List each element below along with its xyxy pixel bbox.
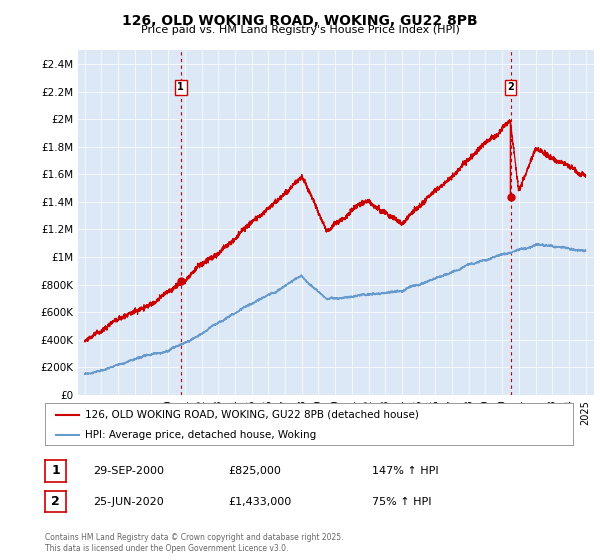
Text: 1: 1 bbox=[178, 82, 184, 92]
Text: £825,000: £825,000 bbox=[228, 466, 281, 476]
Text: 1: 1 bbox=[51, 464, 60, 478]
Text: Contains HM Land Registry data © Crown copyright and database right 2025.
This d: Contains HM Land Registry data © Crown c… bbox=[45, 533, 343, 553]
Text: £1,433,000: £1,433,000 bbox=[228, 497, 291, 507]
Text: 126, OLD WOKING ROAD, WOKING, GU22 8PB: 126, OLD WOKING ROAD, WOKING, GU22 8PB bbox=[122, 14, 478, 28]
Text: 2: 2 bbox=[507, 82, 514, 92]
Text: 126, OLD WOKING ROAD, WOKING, GU22 8PB (detached house): 126, OLD WOKING ROAD, WOKING, GU22 8PB (… bbox=[85, 410, 418, 420]
Text: 29-SEP-2000: 29-SEP-2000 bbox=[93, 466, 164, 476]
Text: 25-JUN-2020: 25-JUN-2020 bbox=[93, 497, 164, 507]
Text: 147% ↑ HPI: 147% ↑ HPI bbox=[372, 466, 439, 476]
Text: 2: 2 bbox=[51, 495, 60, 508]
Text: 75% ↑ HPI: 75% ↑ HPI bbox=[372, 497, 431, 507]
Text: Price paid vs. HM Land Registry's House Price Index (HPI): Price paid vs. HM Land Registry's House … bbox=[140, 25, 460, 35]
Text: HPI: Average price, detached house, Woking: HPI: Average price, detached house, Woki… bbox=[85, 430, 316, 440]
